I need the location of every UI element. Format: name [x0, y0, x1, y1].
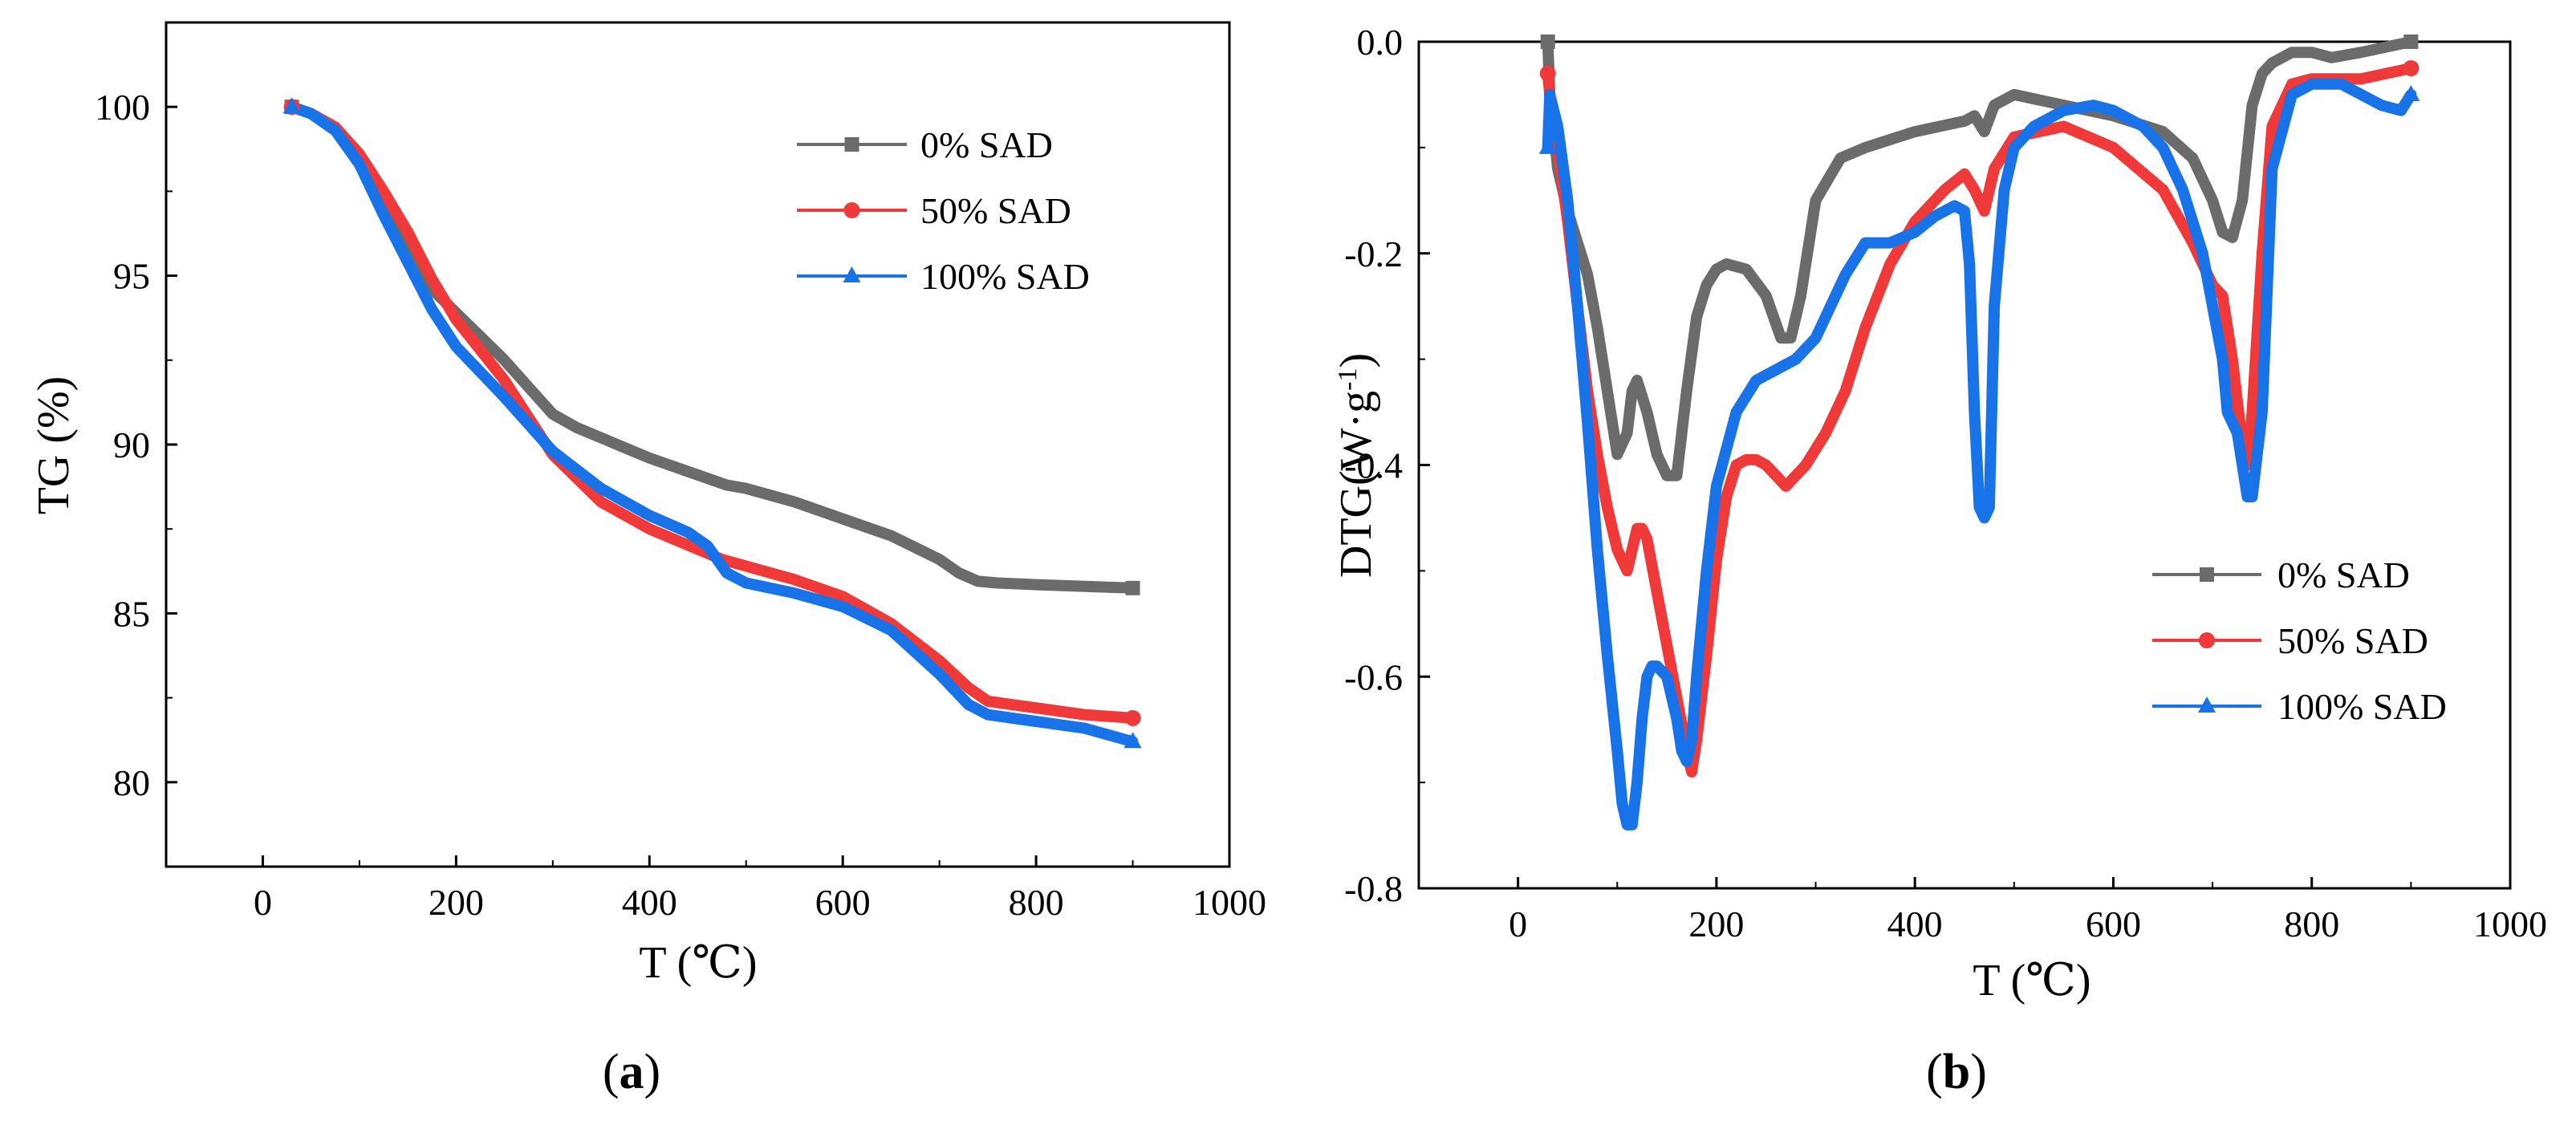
plot-frame	[165, 21, 1231, 868]
chart-panel-a: 0 200 400 600 800 1000 80 85 90 95 100 T (℃) TG (%) 0…	[29, 21, 1266, 988]
series-line-50-sad	[1542, 63, 2417, 778]
x-tick-label: 1000	[1193, 882, 1266, 923]
y-tick-label: 85	[113, 593, 150, 634]
x-tick-label: 600	[2086, 904, 2141, 944]
y-tick-label: -0.8	[1344, 868, 1403, 909]
series-start-marker	[1538, 137, 1557, 154]
series-line-100-sad	[286, 101, 1139, 748]
legend-marker	[843, 202, 860, 218]
legend-marker	[2200, 567, 2214, 582]
series-end-marker	[1125, 580, 1140, 595]
legend-label: 50% SAD	[2277, 620, 2428, 661]
y-tick-label: 80	[113, 762, 150, 803]
x-tick-label: 0	[254, 882, 272, 923]
series-end-marker	[2403, 35, 2419, 49]
x-tick-label: 0	[1509, 904, 1527, 944]
series-end-marker	[2402, 84, 2420, 101]
y-tick-label: -0.2	[1344, 234, 1403, 274]
panel-a-label: (a)	[603, 1045, 660, 1099]
legend-label: 100% SAD	[2277, 686, 2447, 727]
x-tick-label: 400	[622, 882, 677, 923]
y-tick-label: -0.6	[1344, 656, 1403, 697]
chart-panel-b: 0 200 400 600 800 1000 -0.8 -0.6 -0.4 -0.2 0.0 T (℃…	[1331, 22, 2547, 1005]
x-tick-label: 200	[429, 882, 484, 923]
series-line-0-sad	[286, 101, 1139, 594]
x-tick-label: 200	[1688, 904, 1744, 944]
x-axis-title: T (℃)	[1973, 956, 2090, 1005]
legend-label: 100% SAD	[920, 256, 1090, 297]
x-tick-label: 600	[815, 882, 871, 923]
series-end-marker	[1123, 732, 1142, 749]
legend-label: 0% SAD	[2277, 554, 2410, 595]
y-tick-label: 0.0	[1357, 22, 1404, 63]
x-tick-label: 1000	[2473, 904, 2547, 944]
series-start-marker	[282, 97, 301, 114]
series-line-100-sad	[1542, 78, 2417, 831]
legend-marker	[844, 137, 859, 152]
series-end-marker	[1124, 709, 1141, 726]
x-tick-label: 800	[1009, 882, 1064, 923]
legend-label: 0% SAD	[920, 124, 1053, 165]
series-start-marker	[1539, 65, 1556, 82]
series-end-marker	[2403, 59, 2420, 76]
series-group	[286, 101, 1139, 748]
y-tick-label: 95	[113, 256, 150, 297]
x-tick-label: 800	[2284, 904, 2339, 944]
legend-marker	[843, 266, 861, 282]
x-axis-title: T (℃)	[639, 938, 757, 988]
series-line-50-sad	[286, 101, 1139, 724]
y-tick-label: 100	[95, 87, 150, 128]
series-group	[1542, 36, 2417, 831]
x-tick-label: 400	[1887, 904, 1943, 944]
series-start-marker	[1540, 35, 1555, 49]
legend-marker	[2198, 697, 2216, 713]
y-tick-label: 90	[113, 424, 150, 465]
y-axis-title: TG (%)	[29, 376, 79, 515]
y-tick-label: -0.4	[1344, 445, 1403, 486]
series-line-0-sad	[1542, 36, 2417, 481]
panel-b-label: (b)	[1926, 1045, 1987, 1099]
legend-label: 50% SAD	[920, 190, 1071, 231]
legend-marker	[2199, 632, 2215, 648]
y-axis-title: DTG(W·g-1)	[1331, 353, 1381, 578]
